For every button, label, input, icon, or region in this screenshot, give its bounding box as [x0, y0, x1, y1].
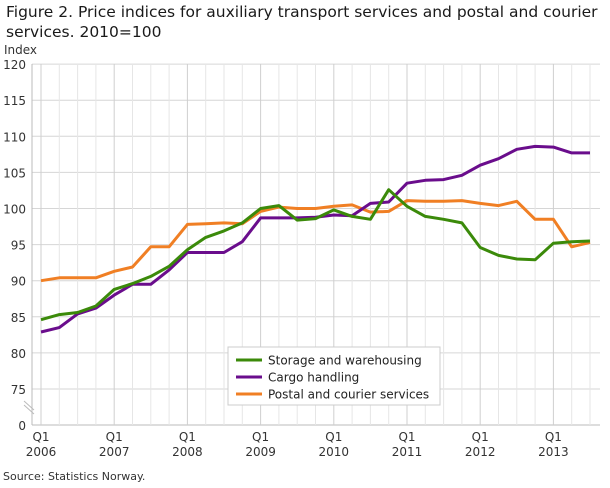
- x-tick-label: 2011: [392, 445, 423, 459]
- axis-break-mark: [23, 400, 35, 411]
- legend-label: Cargo handling: [268, 371, 359, 385]
- x-tick-label: 2008: [172, 445, 203, 459]
- y-axis-label: Index: [4, 43, 37, 57]
- x-tick-label: 2009: [245, 445, 276, 459]
- y-tick-label: 120: [3, 58, 26, 72]
- legend-box: [227, 346, 441, 406]
- y-tick-label: 90: [11, 275, 26, 289]
- legend: Storage and warehousing Cargo handling Pos…: [227, 346, 441, 406]
- y-tick-label: 105: [3, 166, 26, 180]
- x-tick-label: 2013: [538, 445, 569, 459]
- x-tick-label: Q1: [545, 430, 562, 444]
- x-tick-label: Q1: [179, 430, 196, 444]
- series-line-postal-and-courier-services: [40, 199, 591, 283]
- y-tick-label: 75: [11, 383, 26, 397]
- y-tick-label: 100: [3, 203, 26, 217]
- x-tick-label: Q1: [32, 430, 49, 444]
- y-tick-label: 110: [3, 130, 26, 144]
- y-tick-label: 95: [11, 239, 26, 253]
- x-tick-label: 2006: [26, 445, 57, 459]
- axis-break-mark: [23, 404, 35, 415]
- y-tick-label: 115: [3, 94, 26, 108]
- x-tick-label: 2007: [99, 445, 130, 459]
- x-tick-label: 2010: [319, 445, 350, 459]
- legend-label: Storage and warehousing: [268, 354, 422, 368]
- y-tick-label: 80: [11, 347, 26, 361]
- x-tick-label: Q1: [106, 430, 123, 444]
- y-tick-label: 85: [11, 311, 26, 325]
- x-tick-label: Q1: [252, 430, 269, 444]
- x-tick-label: 2012: [465, 445, 496, 459]
- series-line-storage-and-warehousing: [40, 188, 591, 322]
- x-tick-label: Q1: [472, 430, 489, 444]
- x-tick-label: Q1: [325, 430, 342, 444]
- chart-title: Figure 2. Price indices for auxiliary tr…: [6, 3, 598, 41]
- legend-label: Postal and courier services: [268, 388, 429, 402]
- y-tick-label: 0: [18, 419, 26, 433]
- x-tick-label: Q1: [398, 430, 415, 444]
- source-note: Source: Statistics Norway.: [3, 470, 146, 483]
